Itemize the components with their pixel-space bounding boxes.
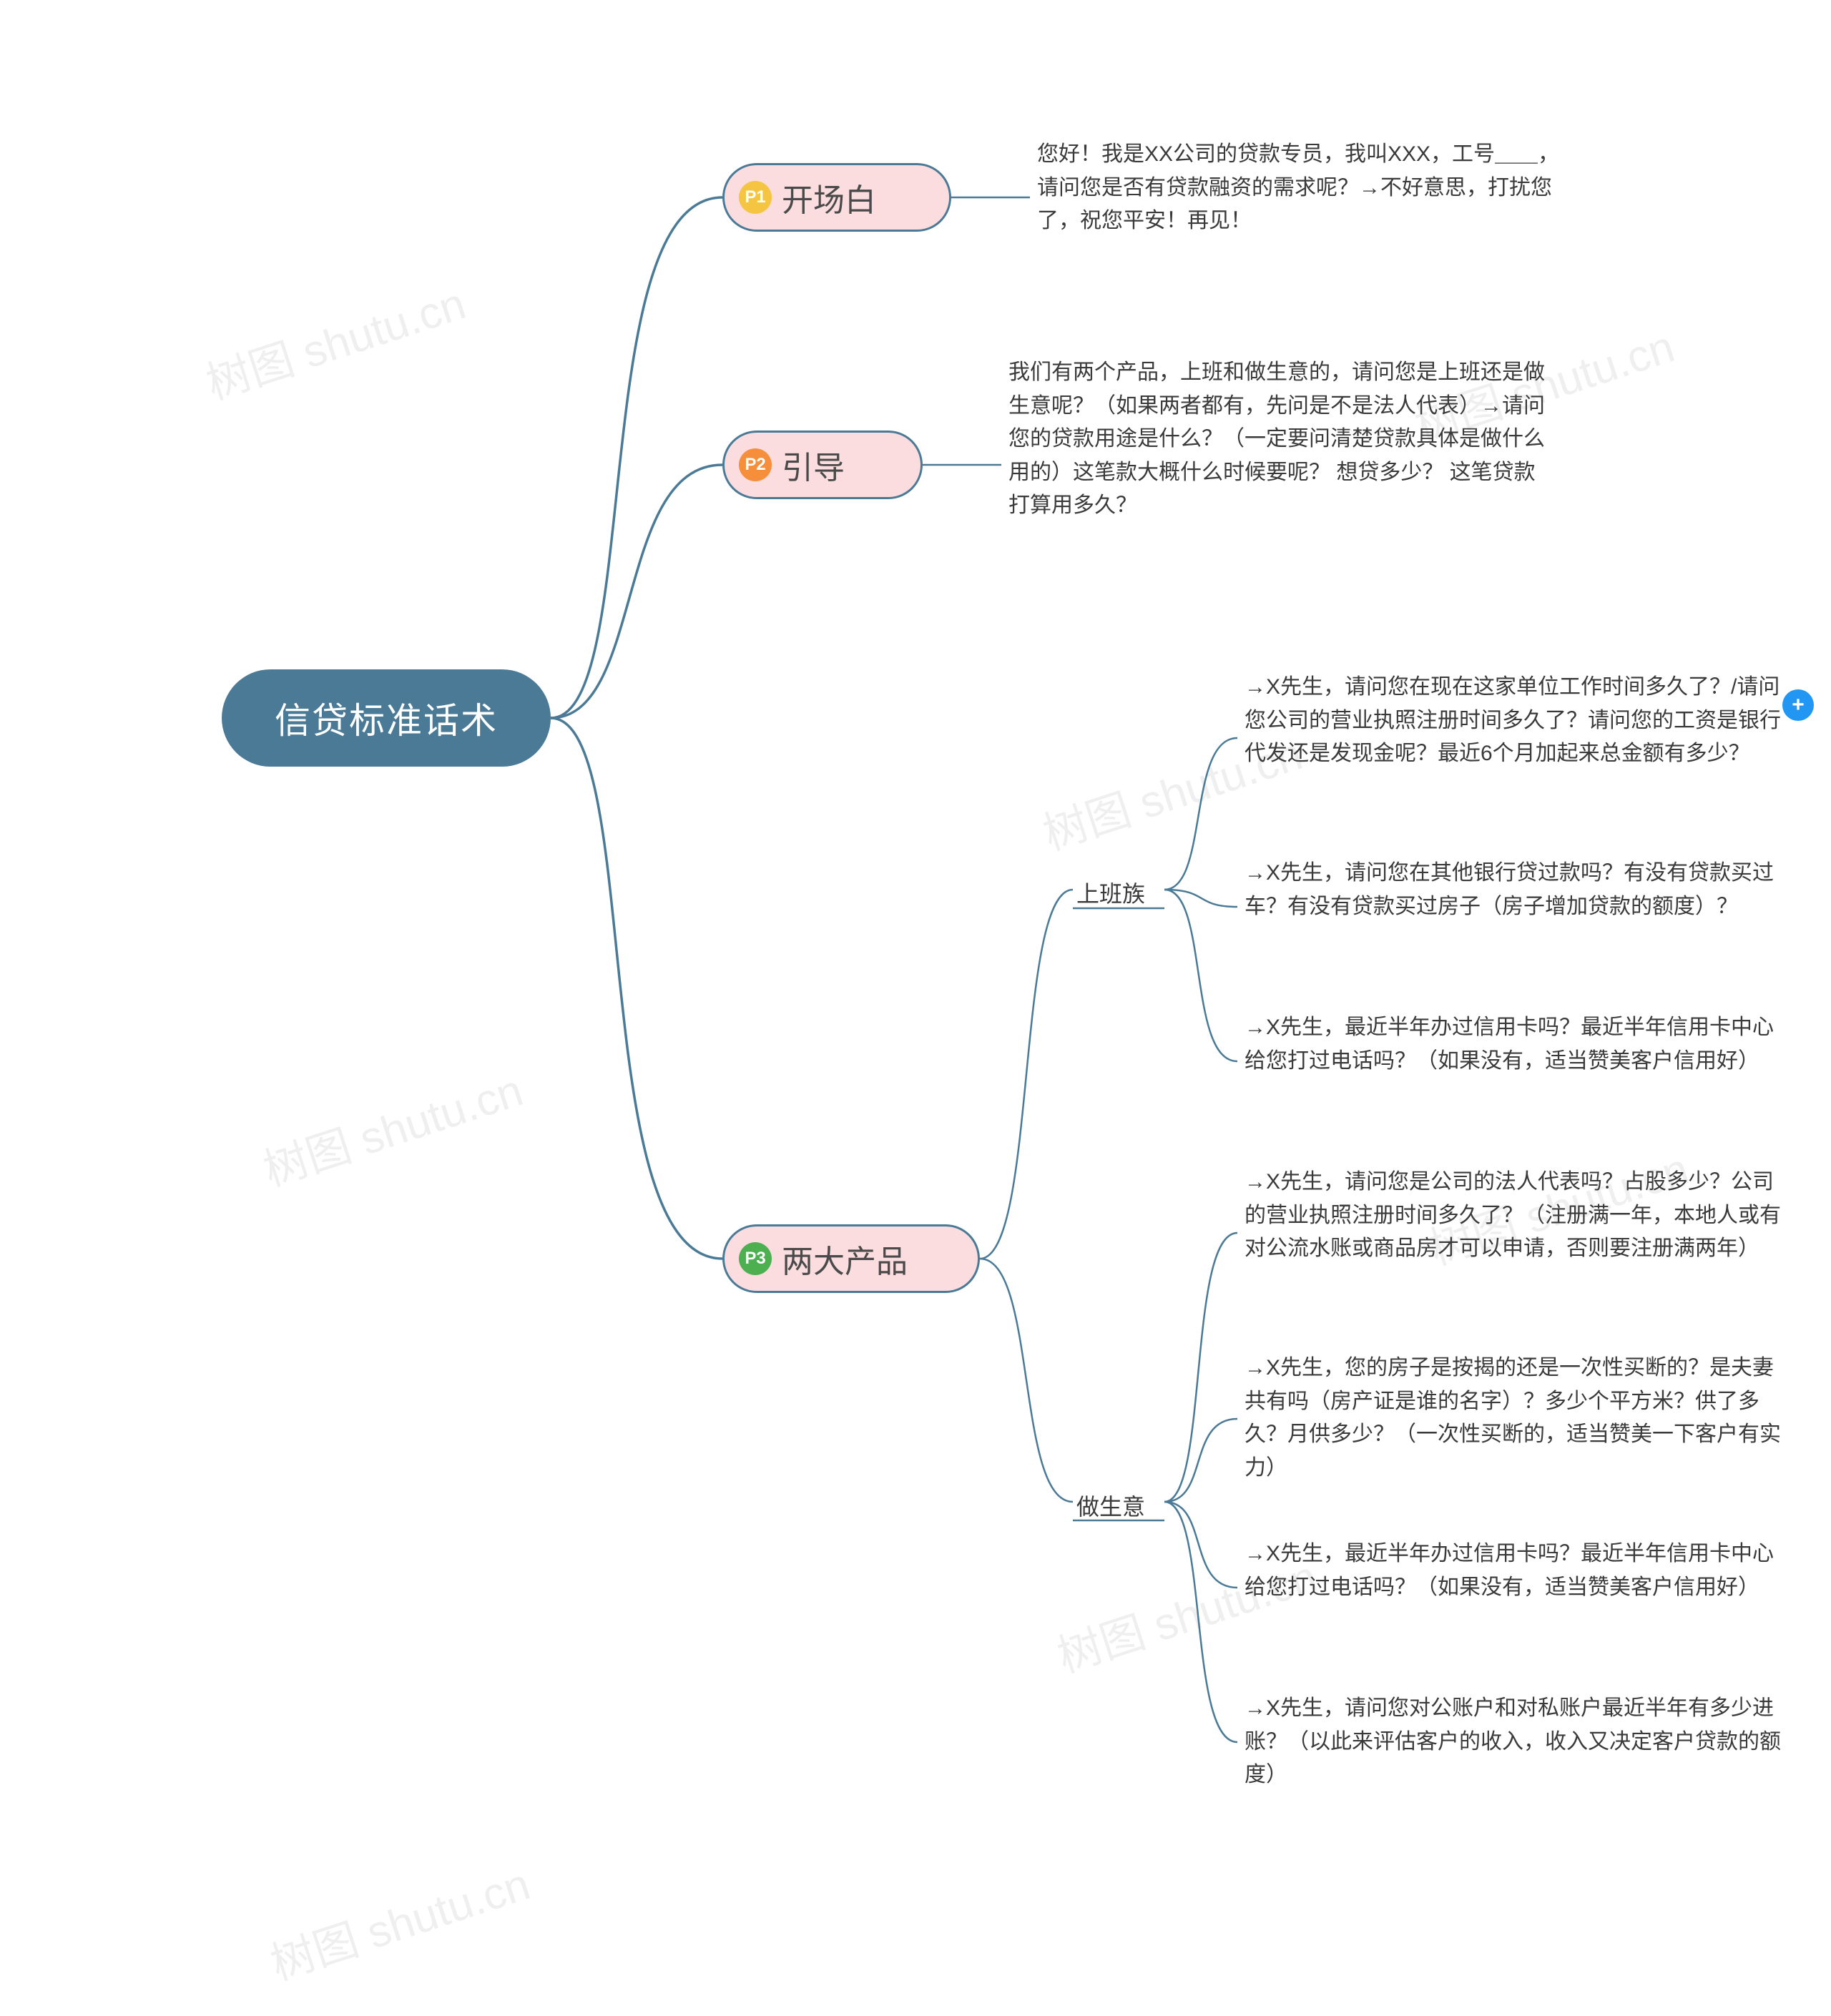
branch-p3-label: 两大产品	[782, 1236, 908, 1282]
branch-p3[interactable]: P3 两大产品	[722, 1224, 980, 1293]
child-business[interactable]: 做生意	[1076, 1489, 1145, 1522]
leaf-biz-2: →X先生，最近半年办过信用卡吗？最近半年信用卡中心给您打过电话吗？（如果没有，适…	[1245, 1538, 1788, 1604]
leaf-biz-1: →X先生，您的房子是按揭的还是一次性买断的？是夫妻共有吗（房产证是谁的名字）？多…	[1245, 1352, 1788, 1485]
leaf-office-2: →X先生，最近半年办过信用卡吗？最近半年信用卡中心给您打过电话吗？（如果没有，适…	[1245, 1011, 1788, 1078]
leaf-biz-3: →X先生，请问您对公账户和对私账户最近半年有多少进账？（以此来评估客户的收入，收…	[1245, 1692, 1788, 1792]
leaf-office-1: →X先生，请问您在其他银行贷过款吗？有没有贷款买过车？有没有贷款买过房子（房子增…	[1245, 857, 1788, 923]
child-office-worker[interactable]: 上班族	[1076, 876, 1145, 909]
root-label: 信贷标准话术	[275, 692, 498, 744]
watermark: 树图 shutu.cn	[197, 267, 472, 412]
mindmap-canvas: 树图 shutu.cn 树图 shutu.cn 树图 shutu.cn 树图 s…	[0, 0, 1831, 2016]
badge-p1: P1	[739, 181, 772, 214]
watermark: 树图 shutu.cn	[254, 1054, 529, 1199]
leaf-biz-0: →X先生，请问您是公司的法人代表吗？占股多少？公司的营业执照注册时间多久了？（注…	[1245, 1166, 1788, 1266]
branch-p2-label: 引导	[782, 442, 845, 488]
branch-p1-label: 开场白	[782, 174, 876, 220]
branch-p2[interactable]: P2 引导	[722, 431, 923, 499]
leaf-office-0: →X先生，请问您在现在这家单位工作时间多久了？/请问您公司的营业执照注册时间多久…	[1245, 671, 1788, 771]
badge-p2: P2	[739, 448, 772, 481]
plus-icon: +	[1792, 693, 1805, 717]
branch-p1[interactable]: P1 开场白	[722, 163, 951, 232]
root-node[interactable]: 信贷标准话术	[222, 669, 551, 767]
badge-p3: P3	[739, 1242, 772, 1275]
leaf-p2-0: 我们有两个产品，上班和做生意的，请问您是上班还是做生意呢？（如果两者都有，先问是…	[1008, 356, 1552, 523]
watermark: 树图 shutu.cn	[261, 1848, 536, 1992]
leaf-p1-0: 您好！我是XX公司的贷款专员，我叫XXX，工号＿＿，请问您是否有贷款融资的需求呢…	[1037, 138, 1574, 238]
expand-button[interactable]: +	[1782, 689, 1814, 721]
